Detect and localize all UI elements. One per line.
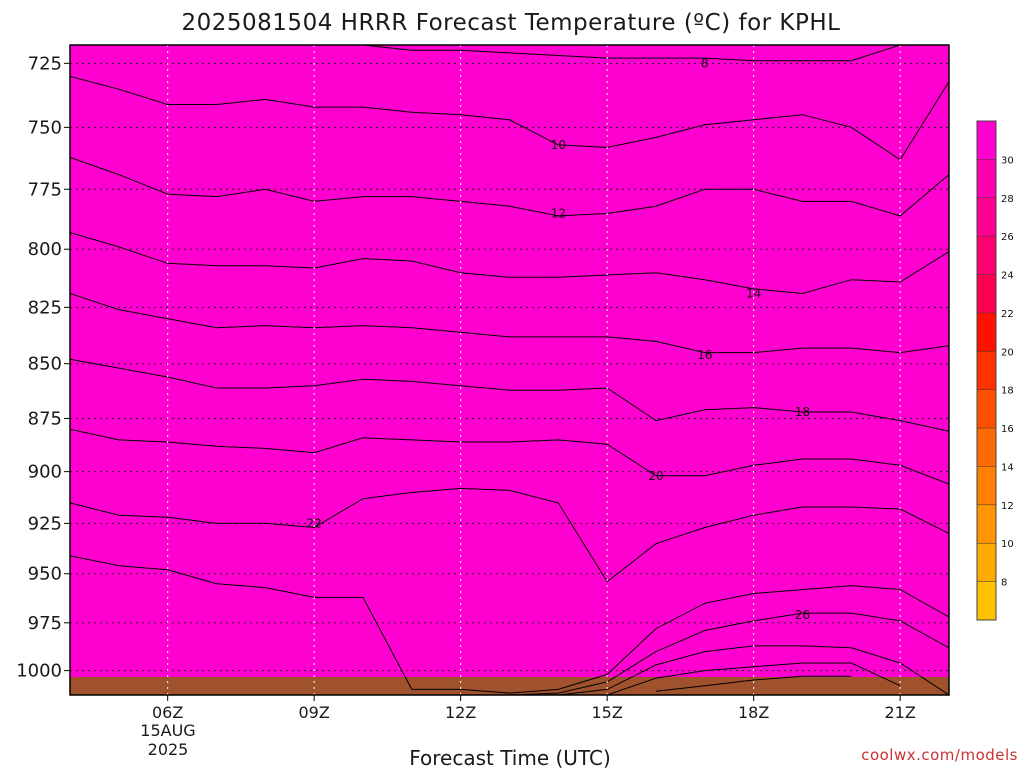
colorbar-swatch-8 — [977, 543, 996, 582]
colorbar: 8 10 12 14 16 18 20 22 24 26 28 30 — [976, 120, 1014, 621]
credit-text: coolwx.com/models — [861, 746, 1018, 764]
x-date-day: 15AUG — [140, 721, 195, 740]
x-tick-label-18Z: 18Z — [738, 703, 769, 722]
y-tick-label-850: 850 — [28, 354, 62, 375]
colorbar-label-22: 22 — [1001, 309, 1014, 320]
colorbar-label-30: 30 — [1001, 155, 1014, 166]
colorbar-swatch-12 — [977, 466, 996, 505]
y-tick-label-900: 900 — [28, 462, 62, 483]
y-tick-label-925: 925 — [28, 513, 62, 534]
isotherm-layer — [70, 45, 949, 695]
colorbar-swatch-14 — [977, 428, 996, 467]
y-tick-label-975: 975 — [28, 613, 62, 634]
colorbar-label-26: 26 — [1001, 232, 1014, 243]
isotherm-labels: 8 10 12 14 16 18 20 22 26 — [307, 56, 811, 622]
isotherm-14 — [70, 232, 949, 295]
colorbar-label-10: 10 — [1001, 539, 1014, 550]
isotherm-32 — [655, 675, 852, 692]
isotherm-30 — [607, 662, 901, 695]
x-tick-label-06Z: 06Z — [152, 703, 183, 722]
isotherm-18 — [70, 358, 949, 432]
colorbar-label-28: 28 — [1001, 194, 1014, 205]
isotherm-26 — [509, 612, 949, 695]
y-tick-label-875: 875 — [28, 408, 62, 429]
isotherm-label-18: 18 — [795, 405, 810, 419]
isotherm-label-14: 14 — [746, 287, 761, 301]
isotherm-24 — [70, 555, 949, 694]
colorbar-swatch-28 — [977, 159, 996, 198]
isotherm-22 — [70, 487, 949, 583]
colorbar-swatch-10 — [977, 504, 996, 544]
isotherm-label-26: 26 — [795, 608, 810, 622]
y-tick-label-950: 950 — [28, 564, 62, 585]
isotherm-20 — [70, 428, 949, 485]
gridlines — [70, 45, 949, 695]
x-tick-label-09Z: 09Z — [299, 703, 330, 722]
plot-frame — [69, 44, 950, 696]
temp-band-below-32 — [70, 45, 949, 695]
colorbar-swatch-20 — [977, 312, 996, 352]
isotherm-label-10: 10 — [551, 138, 566, 152]
ground-layer — [70, 677, 949, 695]
isotherm-label-20: 20 — [648, 469, 663, 483]
chart-title: 2025081504 HRRR Forecast Temperature (ºC… — [182, 10, 841, 36]
x-axis: 06Z 09Z 12Z 15Z 18Z 21Z — [152, 695, 916, 722]
colorbar-swatch-16 — [977, 389, 996, 429]
x-date-year: 2025 — [148, 740, 189, 759]
isotherm-label-16: 16 — [697, 348, 712, 362]
temperature-fill-layer — [70, 45, 949, 695]
colorbar-label-20: 20 — [1001, 347, 1014, 358]
y-tick-label-800: 800 — [28, 239, 62, 260]
colorbar-swatch-18 — [977, 351, 996, 390]
x-tick-label-21Z: 21Z — [885, 703, 916, 722]
isotherm-8 — [70, 45, 949, 62]
y-tick-label-725: 725 — [28, 53, 62, 74]
isotherm-16 — [70, 293, 949, 354]
colorbar-label-14: 14 — [1001, 462, 1014, 473]
x-tick-label-12Z: 12Z — [445, 703, 476, 722]
colorbar-label-18: 18 — [1001, 386, 1014, 397]
colorbar-swatch-22 — [977, 274, 996, 313]
isotherm-label-12: 12 — [551, 206, 566, 220]
y-tick-label-750: 750 — [28, 117, 62, 138]
colorbar-label-16: 16 — [1001, 424, 1014, 435]
colorbar-swatch-6 — [977, 581, 996, 620]
y-tick-label-825: 825 — [28, 297, 62, 318]
y-tick-label-1000: 1000 — [16, 661, 62, 682]
y-axis: 725 750 775 800 825 850 875 900 925 950 975 1000 — [16, 53, 70, 682]
colorbar-swatch-30 — [977, 121, 996, 160]
ground-fill — [70, 677, 949, 695]
colorbar-label-12: 12 — [1001, 501, 1014, 512]
x-tick-label-15Z: 15Z — [592, 703, 623, 722]
isotherm-12 — [70, 156, 949, 217]
colorbar-label-8: 8 — [1001, 578, 1007, 589]
x-axis-label: Forecast Time (UTC) — [409, 746, 611, 768]
isotherm-10 — [70, 75, 949, 161]
colorbar-swatch-26 — [977, 197, 996, 237]
isotherm-label-22: 22 — [307, 516, 322, 530]
colorbar-swatch-24 — [977, 236, 996, 275]
y-tick-label-775: 775 — [28, 179, 62, 200]
isotherm-label-8: 8 — [701, 56, 709, 70]
colorbar-frame — [976, 120, 997, 621]
colorbar-label-24: 24 — [1001, 271, 1014, 282]
